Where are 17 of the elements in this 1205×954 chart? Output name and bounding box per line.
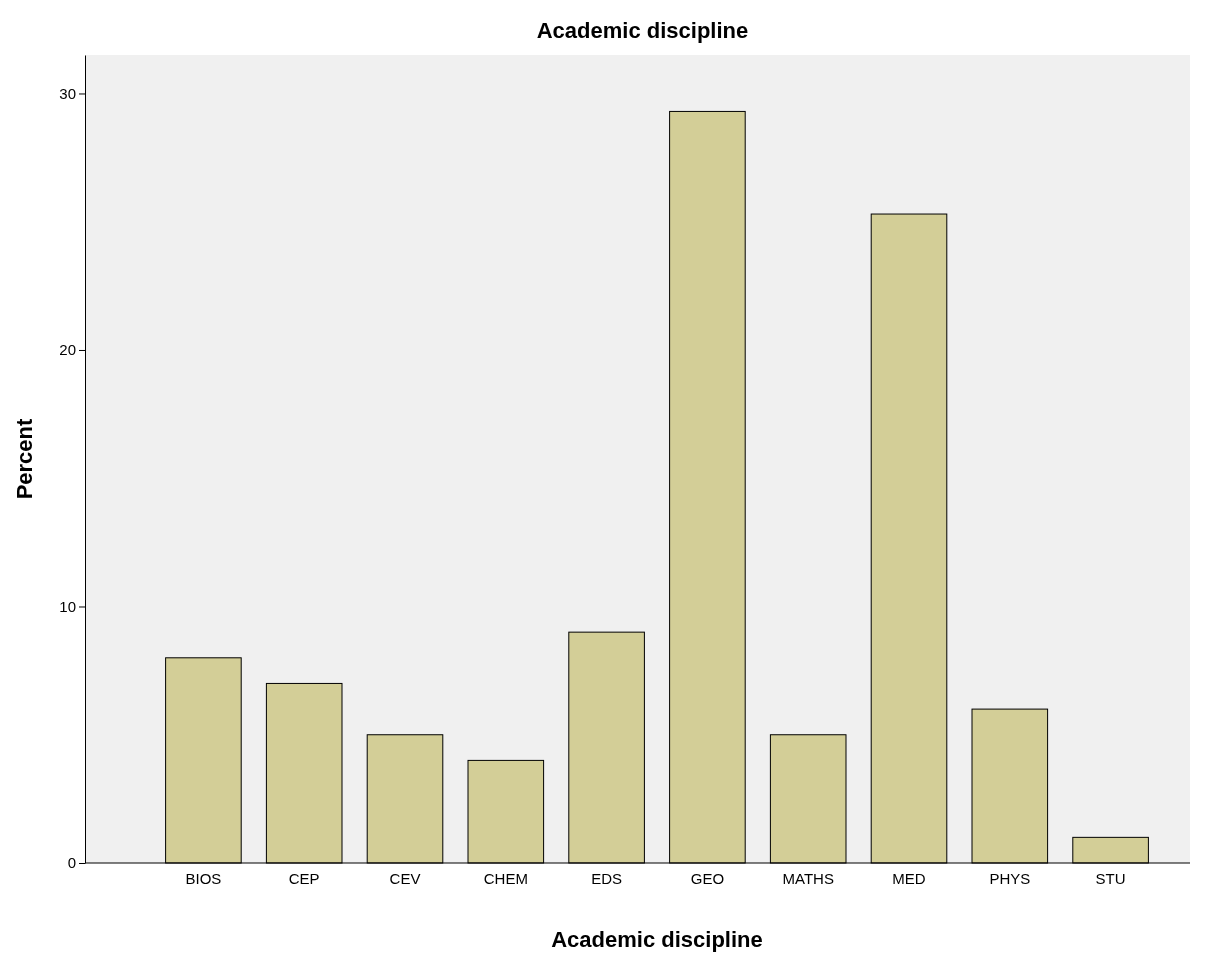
y-tick-label: 10 xyxy=(59,597,76,615)
x-tick-label: GEO xyxy=(690,869,725,887)
x-tick-label: BIOS xyxy=(185,869,222,887)
x-axis-title: Academic discipline xyxy=(551,927,763,952)
x-tick-label: MATHS xyxy=(782,869,834,887)
x-tick-label: CEP xyxy=(288,869,320,887)
x-tick-label: PHYS xyxy=(989,869,1031,887)
x-tick-label: MED xyxy=(892,869,926,887)
chart-title: Academic discipline xyxy=(536,18,749,43)
y-tick-label: 30 xyxy=(59,84,76,102)
y-tick-label: 20 xyxy=(59,341,76,359)
x-tick-label: EDS xyxy=(591,869,623,887)
y-tick-label: 0 xyxy=(67,854,76,872)
x-tick-label: CHEM xyxy=(483,869,528,887)
x-tick-label: CEV xyxy=(389,869,421,887)
x-tick-label: STU xyxy=(1095,869,1126,887)
y-axis-title: Percent xyxy=(12,417,37,500)
